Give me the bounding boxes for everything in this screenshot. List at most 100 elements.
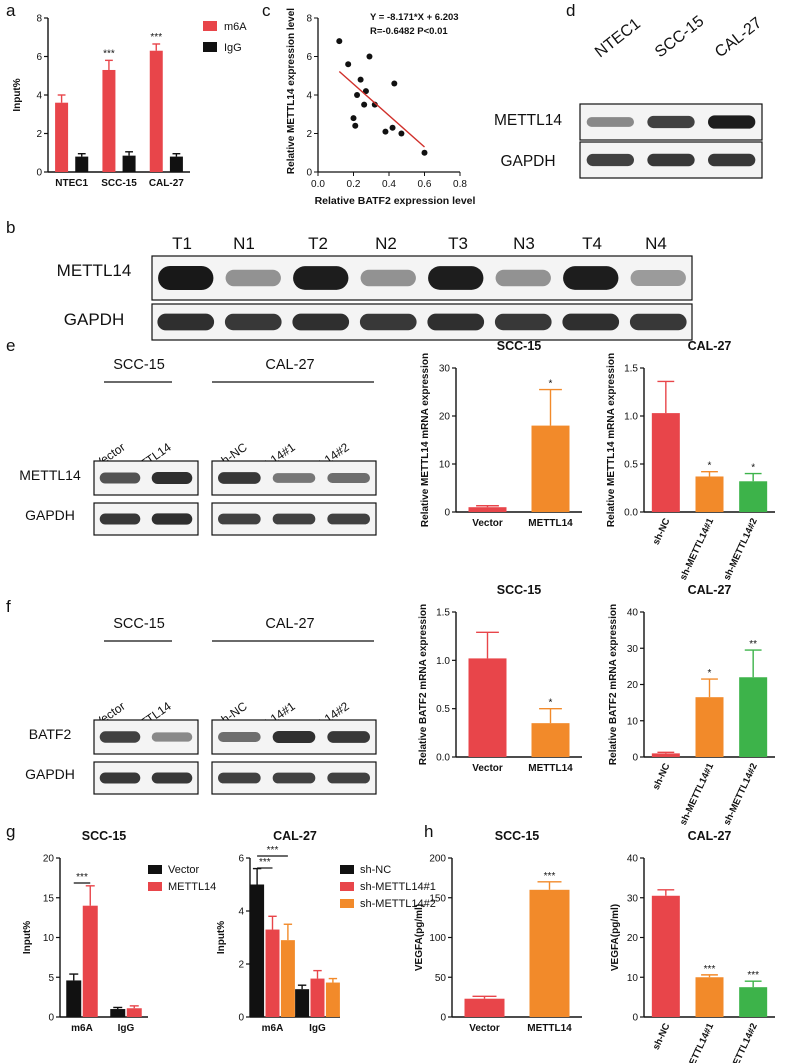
y-axis-label: Relative BATF2 mRNA expression [608, 604, 619, 765]
y-axis-label: Relative BATF2 mRNA expression [418, 604, 429, 765]
blot-band [218, 731, 261, 743]
blot-band [494, 313, 552, 331]
panel-letter: f [6, 597, 11, 616]
bar-m6a [102, 69, 116, 172]
y-tick-label: 0.5 [624, 460, 638, 471]
y-tick-label: 6 [306, 52, 312, 63]
y-tick-label: 6 [238, 854, 244, 865]
scatter-point [382, 128, 389, 135]
bar-mettl14 [531, 723, 570, 757]
significance-marker: *** [103, 48, 115, 59]
y-tick-label: 2 [238, 960, 244, 971]
legend-label: METTL14 [168, 881, 216, 893]
blot-e-bottom-left [93, 502, 199, 536]
lane-label: T1 [172, 234, 192, 253]
blot-band [225, 269, 281, 287]
bar-igg [75, 156, 89, 172]
y-tick-label: 40 [627, 608, 639, 619]
blot-band [99, 772, 141, 784]
y-tick-label: 5 [48, 973, 54, 984]
legend-swatch-vector [148, 865, 162, 874]
blot-b-gapdh [151, 303, 693, 341]
blot-band [428, 266, 484, 290]
y-tick-label: 20 [439, 412, 451, 423]
bar-mettl14 [529, 889, 570, 1017]
y-tick-label: 30 [439, 364, 451, 375]
blot-d-gapdh [579, 141, 763, 179]
bar-m6a [149, 50, 163, 172]
y-axis-label: VEGFA(pg/ml) [414, 904, 425, 971]
blot-f-bottom-left [93, 761, 199, 795]
x-tick-label: 0.6 [418, 179, 432, 190]
scatter-point [354, 92, 361, 98]
bar-sh-mettl14-2 [739, 677, 768, 757]
significance-marker: ** [749, 639, 757, 650]
y-tick-label: 0 [48, 1013, 54, 1024]
chart-title: SCC-15 [82, 829, 127, 843]
row-label: METTL14 [57, 261, 132, 280]
blot-e-top-right [211, 460, 377, 496]
significance-marker: * [549, 379, 553, 390]
significance-marker: *** [76, 872, 88, 883]
legend-label: sh-METTL14#2 [360, 898, 436, 910]
blot-e-bottom-right [211, 502, 377, 536]
y-tick-label: 10 [439, 460, 451, 471]
group-label: CAL-27 [265, 616, 314, 632]
x-tick-label: sh-METTL14#2 [722, 1022, 760, 1063]
y-tick-label: 40 [627, 854, 639, 865]
scatter-point [361, 101, 368, 108]
y-tick-label: 1.0 [436, 656, 450, 667]
legend-swatch [340, 865, 354, 874]
y-tick-label: 0 [306, 168, 312, 179]
bar-sh-nc [250, 884, 265, 1017]
y-axis-label: Relative METTL14 mRNA expression [420, 353, 431, 527]
bar-sh-mettl14-2 [280, 940, 295, 1017]
x-tick-label: sh-METTL14#1 [678, 1021, 717, 1063]
blot-band [293, 266, 349, 290]
y-tick-label: 30 [627, 893, 639, 904]
blot-band [647, 115, 695, 129]
y-tick-label: 20 [627, 680, 639, 691]
row-label: GAPDH [25, 766, 75, 782]
y-tick-label: 150 [429, 893, 446, 904]
bar-sh-mettl14-1 [695, 476, 724, 512]
regression-line [338, 70, 425, 148]
y-tick-label: 2 [306, 129, 312, 140]
blot-band [218, 772, 261, 784]
group-label: CAL-27 [265, 357, 314, 373]
y-axis-label: Input% [22, 921, 33, 954]
blot-band [327, 731, 370, 743]
lane-label: T3 [448, 234, 468, 253]
scatter-point [336, 38, 343, 45]
group-label: SCC-15 [113, 616, 165, 632]
blot-d-mettl14 [579, 103, 763, 141]
legend-label: Vector [168, 864, 200, 876]
scatter-point [389, 124, 396, 131]
chart-title: CAL-27 [273, 829, 317, 843]
bar-sh-nc [651, 753, 680, 757]
blot-f-top-left [93, 719, 199, 755]
blot-b-mettl14 [151, 255, 693, 301]
x-tick-label: IgG [118, 1023, 135, 1034]
x-tick-label: sh-METTL14#2 [722, 517, 760, 582]
x-tick-label: METTL14 [527, 1023, 572, 1034]
scatter-point [350, 115, 357, 122]
scatter-point [352, 122, 359, 129]
lane-label: SCC-15 [652, 13, 707, 61]
y-axis-label: Relative METTL14 expression level [286, 8, 297, 174]
blot-band [218, 513, 261, 525]
blot-band [562, 313, 620, 331]
bar-vector [110, 1009, 126, 1017]
y-tick-label: 0 [36, 168, 42, 179]
y-tick-label: 50 [435, 973, 447, 984]
x-tick-label: 0.8 [453, 179, 467, 190]
blot-band [272, 730, 316, 744]
y-axis-label: Input% [12, 78, 23, 111]
blot-band [647, 153, 695, 167]
significance-marker: *** [267, 845, 279, 856]
significance-marker: *** [150, 32, 162, 43]
bar-vector [468, 658, 507, 757]
lane-label: T4 [582, 234, 602, 253]
y-tick-label: 1.5 [436, 608, 450, 619]
x-tick-label: Vector [469, 1023, 500, 1034]
